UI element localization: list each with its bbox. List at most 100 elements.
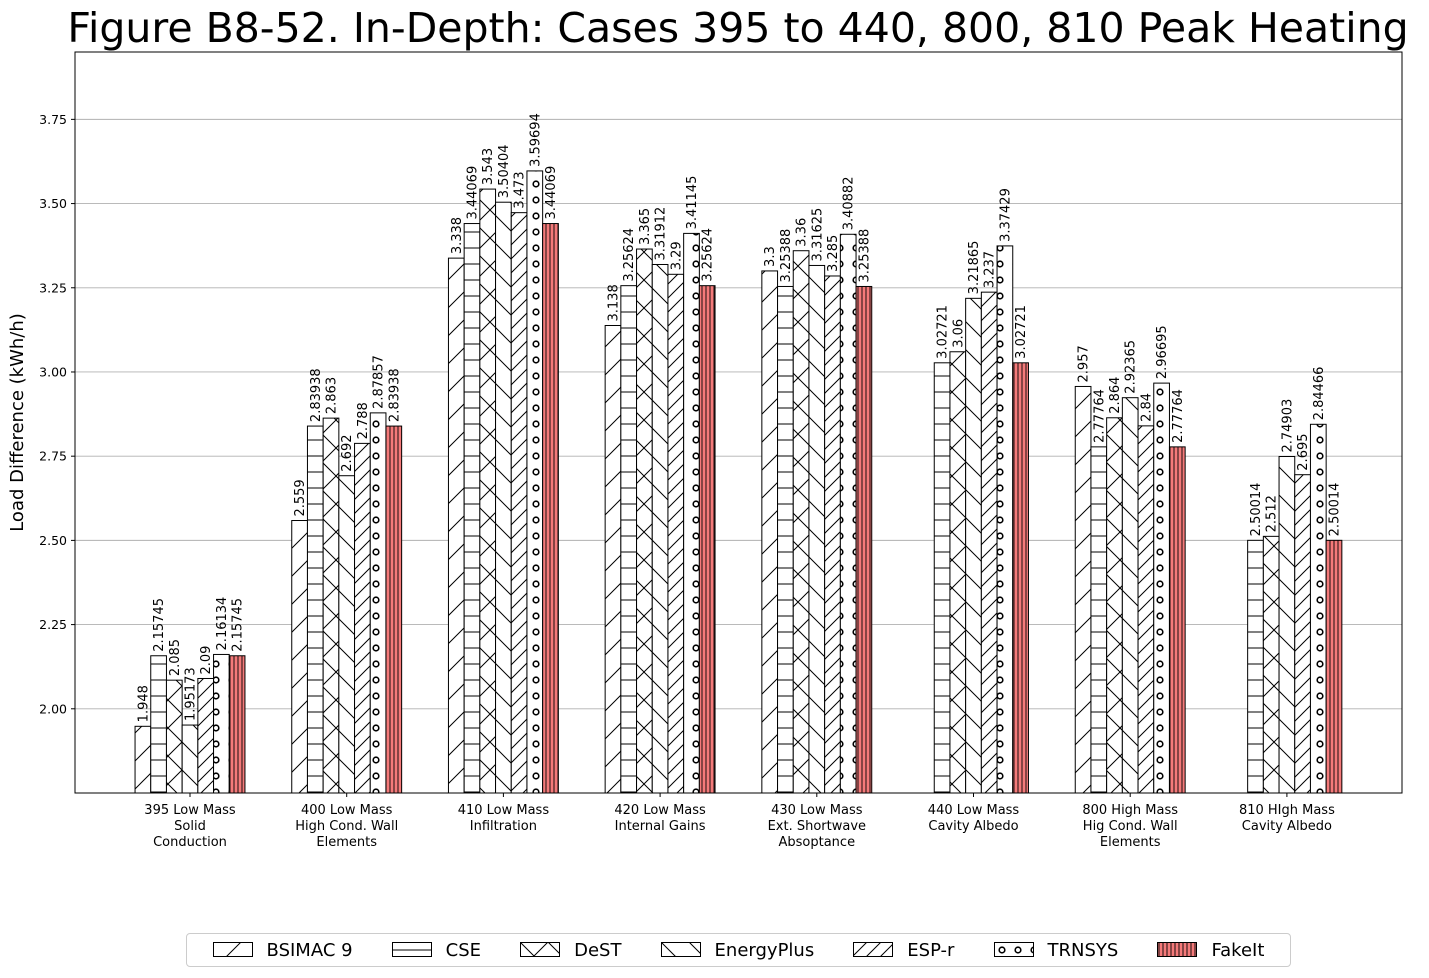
- data-label: 2.87857: [372, 355, 387, 409]
- legend-swatch-rect: [391, 942, 432, 957]
- data-label: 2.16134: [215, 597, 230, 651]
- bar-cse: [1247, 539, 1264, 794]
- data-label: 2.692: [340, 434, 355, 471]
- data-label: 3.237: [983, 251, 998, 288]
- legend-label: CSE: [445, 939, 482, 961]
- bar-dest: [165, 679, 183, 794]
- bar-bsimac-9: [291, 520, 308, 794]
- bar-dest: [636, 248, 653, 794]
- bar-cse: [777, 285, 794, 794]
- bar-energyplus: [495, 201, 512, 794]
- bar-cse: [620, 285, 638, 794]
- bar-energyplus: [1278, 456, 1296, 794]
- data-label: 3.02721: [1014, 305, 1029, 359]
- legend-swatch: [853, 942, 894, 957]
- x-tick-label: Cavity Albedo: [928, 819, 1018, 834]
- bar-fakeit: [228, 655, 246, 794]
- legend-item: DeST: [520, 940, 621, 961]
- data-label: 2.50014: [1328, 483, 1343, 537]
- bar-dest: [1262, 535, 1280, 794]
- data-label: 3.285: [826, 235, 841, 272]
- bar-trnsys: [683, 232, 700, 794]
- x-tick-label: 430 Low Mass: [771, 803, 863, 818]
- legend-item: ESP-r: [853, 940, 954, 961]
- data-label: 3.25388: [779, 229, 794, 283]
- legend-item: BSIMAC 9: [212, 939, 353, 961]
- bar-trnsys: [369, 412, 387, 794]
- data-label: 2.77764: [1171, 389, 1186, 443]
- data-label: 2.50014: [1249, 483, 1264, 537]
- legend-label: BSIMAC 9: [266, 939, 353, 961]
- bar-trnsys: [996, 245, 1014, 794]
- data-label: 3.41145: [685, 176, 700, 230]
- legend-label: TRNSYS: [1047, 939, 1119, 961]
- data-label: 2.74903: [1280, 399, 1295, 453]
- x-tick-label: 810 HIgh Mass: [1239, 803, 1335, 818]
- y-tick-label: 3.25: [39, 280, 67, 295]
- bar-bsimac-9: [1074, 385, 1092, 794]
- bar-bsimac-9: [604, 324, 622, 794]
- data-label: 3.25624: [622, 228, 637, 282]
- data-label: 2.84: [1139, 393, 1154, 422]
- bar-energyplus: [181, 724, 199, 794]
- x-tick-label: Ext. Shortwave: [768, 819, 866, 834]
- data-label: 3.338: [450, 217, 465, 254]
- bar-dest: [792, 250, 810, 794]
- x-tick-label: Elements: [316, 835, 377, 850]
- bar-cse: [933, 362, 951, 794]
- bar-fakeit: [385, 425, 403, 794]
- bar-fakeit: [855, 285, 873, 794]
- x-tick-label: Internal Gains: [615, 819, 706, 834]
- bar-dest: [479, 188, 497, 794]
- bar-esp-r: [667, 273, 685, 794]
- data-label: 3.473: [513, 171, 528, 208]
- x-tick-label: 440 Low Mass: [928, 803, 1020, 818]
- data-label: 3.29: [669, 241, 684, 270]
- bar-energyplus: [965, 297, 982, 794]
- bar-bsimac-9: [134, 725, 152, 794]
- bar-fakeit: [1325, 539, 1343, 794]
- gridlines: [75, 118, 1402, 710]
- data-label: 3.21865: [967, 241, 982, 295]
- bar-fakeit: [1012, 362, 1029, 794]
- y-tick-label: 3.00: [39, 364, 67, 379]
- bar-energyplus: [651, 263, 669, 794]
- x-tick-label: Hig Cond. Wall: [1083, 819, 1178, 834]
- y-tick-label: 3.75: [39, 112, 67, 127]
- x-tick-label: Infiltration: [470, 819, 537, 834]
- legend-item: FakeIt: [1157, 940, 1264, 961]
- legend-swatch: [391, 942, 432, 957]
- data-label: 2.15745: [231, 598, 246, 652]
- data-label: 2.15745: [152, 598, 167, 652]
- data-label: 3.365: [638, 208, 653, 245]
- y-axis-label: Load Difference (kWh/h): [7, 313, 28, 532]
- legend-swatch-rect: [660, 942, 701, 957]
- legend-swatch-rect: [520, 942, 561, 957]
- bar-fakeit: [698, 285, 716, 794]
- legend-swatch-rect: [212, 942, 253, 957]
- legend-swatch: [212, 942, 253, 957]
- bar-trnsys: [1153, 382, 1170, 794]
- data-label: 2.77764: [1092, 389, 1107, 443]
- x-tick-label: 420 Low Mass: [614, 803, 706, 818]
- data-label: 3.25624: [701, 228, 716, 282]
- y-tick-label: 2.75: [39, 449, 67, 464]
- legend-label: EnergyPlus: [714, 939, 815, 961]
- bar-trnsys: [1309, 423, 1327, 794]
- legend-label: ESP-r: [907, 939, 955, 961]
- bar-esp-r: [1137, 425, 1155, 794]
- bar-energyplus: [808, 264, 826, 794]
- data-label: 2.83938: [309, 368, 324, 422]
- legend-swatch: [520, 942, 561, 957]
- bar-trnsys: [213, 653, 230, 794]
- y-tick-label: 2.50: [39, 533, 67, 548]
- data-label: 3.06: [951, 319, 966, 348]
- data-label: 2.085: [168, 639, 183, 676]
- data-labels: 1.948 2.559 3.338 3.138 3.3 2.957 2.15745 2.839…: [136, 113, 1342, 722]
- bar-dest: [1106, 417, 1123, 794]
- bar-fakeit: [1168, 446, 1186, 794]
- data-label: 2.863: [325, 377, 340, 414]
- data-label: 2.957: [1077, 345, 1092, 382]
- data-label: 2.83938: [387, 368, 402, 422]
- data-label: 3.59694: [528, 113, 543, 167]
